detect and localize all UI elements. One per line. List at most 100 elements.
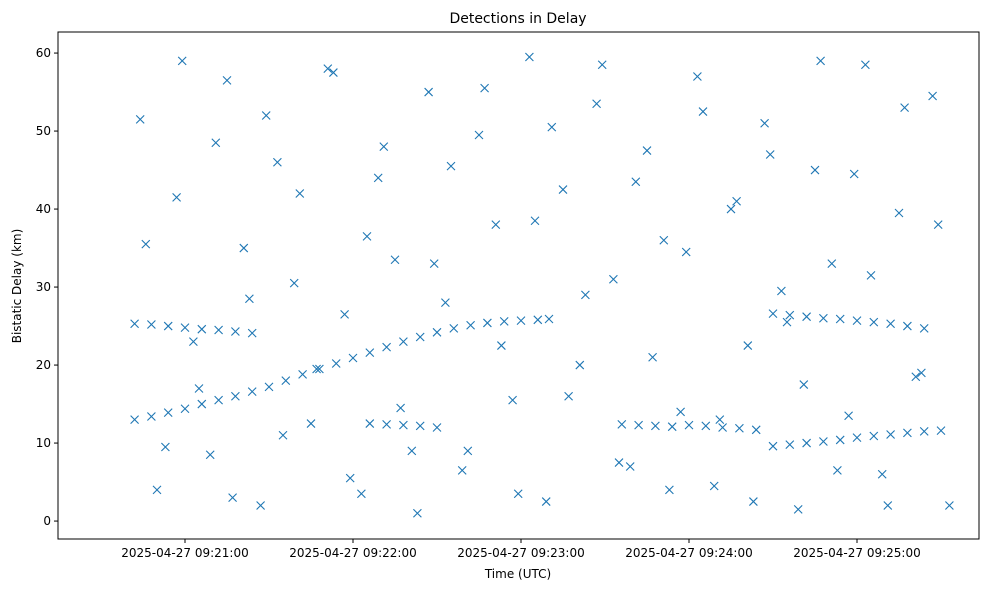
- data-point: [348, 353, 358, 363]
- data-point: [816, 56, 825, 66]
- data-point: [474, 130, 484, 140]
- data-point: [222, 75, 232, 85]
- y-tick-label: 30: [36, 280, 51, 294]
- data-point: [362, 231, 372, 241]
- data-point: [564, 391, 573, 401]
- data-point: [634, 420, 643, 430]
- data-point: [765, 150, 775, 159]
- y-axis-label: Bistatic Delay (km): [10, 229, 24, 344]
- data-point: [802, 438, 811, 448]
- data-point: [693, 72, 702, 81]
- data-point: [513, 489, 523, 499]
- data-point: [642, 146, 652, 155]
- data-point: [810, 165, 820, 175]
- data-point: [289, 278, 299, 288]
- data-point: [273, 157, 282, 167]
- data-point: [329, 68, 338, 77]
- data-point: [715, 415, 725, 425]
- data-point: [625, 462, 635, 471]
- data-point: [415, 332, 425, 342]
- data-point: [163, 321, 173, 331]
- data-point: [785, 440, 795, 450]
- data-point: [541, 497, 551, 506]
- data-point: [424, 87, 433, 97]
- data-point: [373, 173, 383, 183]
- data-point: [852, 433, 862, 442]
- data-point: [413, 508, 422, 518]
- data-point: [357, 489, 366, 499]
- data-point: [883, 501, 893, 510]
- data-point: [533, 315, 543, 325]
- data-point: [211, 138, 221, 148]
- data-point: [483, 318, 492, 328]
- data-point: [544, 314, 554, 324]
- data-point: [833, 465, 842, 475]
- data-point: [903, 321, 912, 331]
- chart-title: Detections in Delay: [449, 11, 586, 27]
- data-point: [231, 327, 240, 336]
- data-point: [315, 364, 324, 374]
- data-point: [197, 399, 207, 409]
- data-point: [735, 423, 744, 433]
- data-point: [709, 481, 719, 491]
- data-point: [457, 465, 467, 475]
- data-point: [256, 501, 265, 510]
- data-point: [651, 421, 660, 431]
- data-point: [849, 169, 859, 179]
- data-point: [239, 243, 249, 253]
- data-point: [298, 370, 307, 379]
- data-point: [911, 372, 921, 382]
- data-point: [581, 290, 590, 300]
- data-point: [172, 192, 181, 202]
- data-point: [323, 64, 333, 74]
- data-point: [844, 411, 853, 421]
- data-point: [449, 324, 459, 333]
- data-point: [130, 415, 139, 425]
- data-point: [525, 52, 534, 62]
- data-point: [163, 408, 173, 418]
- data-point: [499, 316, 509, 326]
- data-point: [516, 316, 526, 325]
- data-point: [214, 325, 223, 335]
- data-point: [614, 458, 624, 467]
- data-point: [228, 493, 237, 503]
- data-point: [852, 316, 862, 325]
- data-point: [597, 60, 607, 70]
- data-point: [278, 430, 288, 440]
- data-point: [466, 320, 475, 330]
- data-point: [340, 309, 349, 319]
- data-point: [194, 384, 204, 393]
- data-point: [429, 259, 439, 269]
- data-point: [886, 430, 895, 439]
- data-point: [365, 419, 375, 428]
- data-point: [877, 469, 887, 479]
- data-point: [382, 342, 391, 352]
- data-point: [306, 419, 316, 428]
- data-point: [768, 441, 778, 451]
- data-point: [835, 435, 845, 445]
- y-tick-label: 60: [36, 46, 51, 60]
- data-point: [751, 425, 761, 435]
- data-point: [768, 309, 778, 318]
- data-point: [631, 177, 641, 187]
- data-point: [701, 421, 711, 431]
- x-axis-label: Time (UTC): [484, 567, 551, 581]
- data-point: [869, 431, 879, 441]
- data-point: [609, 274, 618, 284]
- data-point: [819, 437, 828, 446]
- data-point: [617, 419, 627, 429]
- data-point: [432, 327, 442, 337]
- data-point: [827, 259, 837, 269]
- x-tick-label: 2025-04-27 09:23:00: [457, 546, 584, 560]
- data-point: [886, 319, 895, 329]
- data-point: [819, 313, 828, 323]
- data-point: [530, 216, 540, 226]
- data-point: [894, 208, 904, 218]
- data-point: [446, 161, 456, 171]
- data-point: [379, 142, 389, 152]
- data-point: [866, 270, 876, 280]
- y-tick-label: 0: [43, 514, 51, 528]
- data-point: [399, 337, 408, 347]
- data-point: [415, 421, 425, 431]
- data-point: [247, 328, 257, 338]
